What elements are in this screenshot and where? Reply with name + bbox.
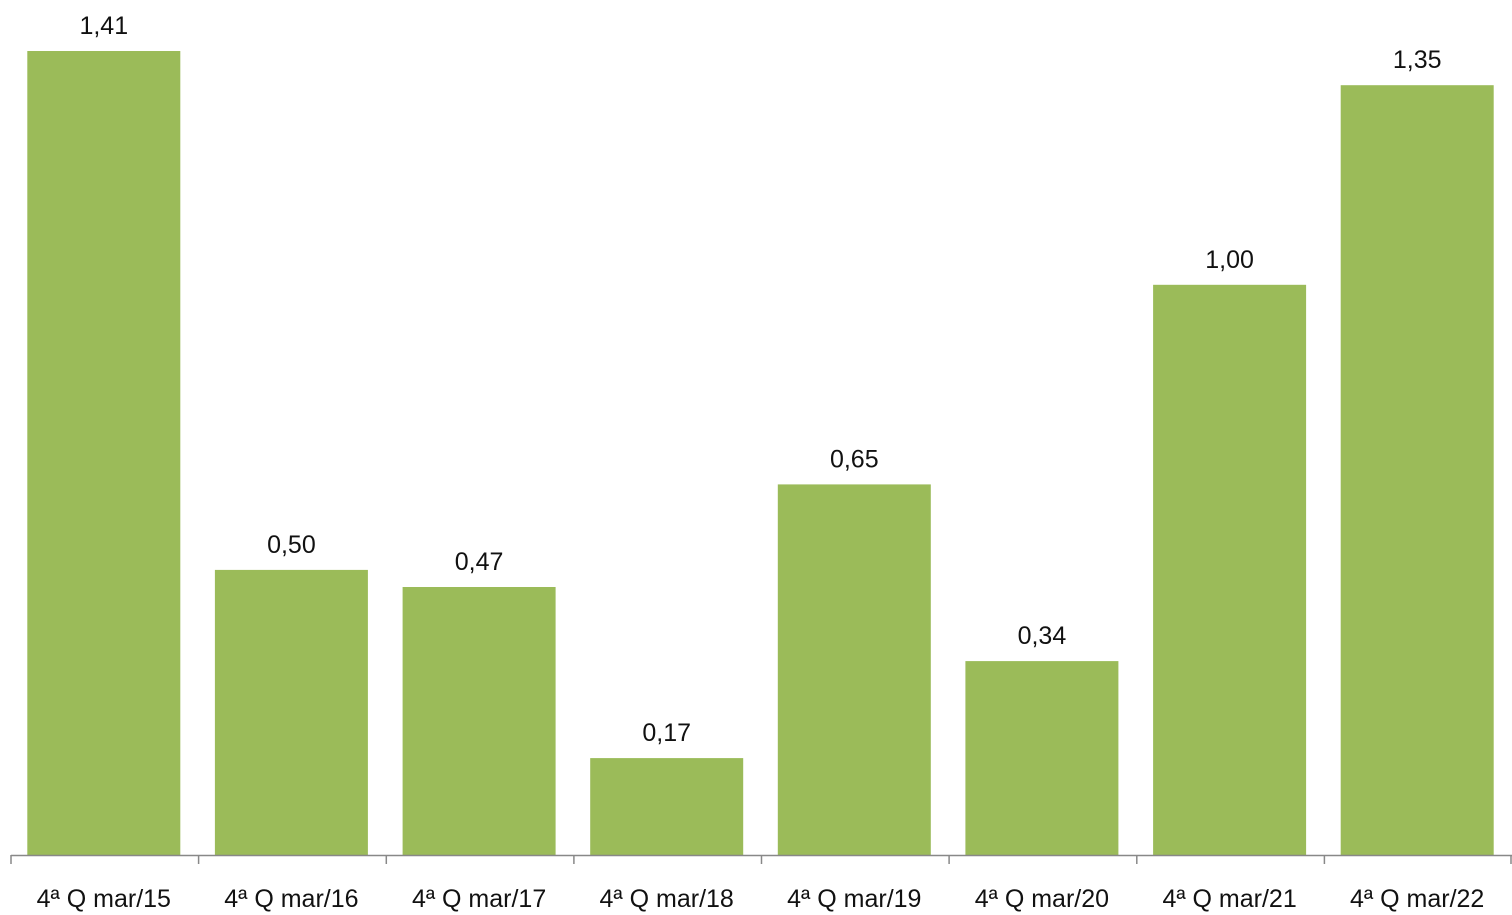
x-tick-label-2: 4ª Q mar/16 bbox=[224, 885, 358, 913]
x-tick-label-4: 4ª Q mar/18 bbox=[600, 885, 734, 913]
data-label-2: 0,50 bbox=[267, 531, 316, 559]
x-axis bbox=[10, 854, 1512, 864]
bar-7 bbox=[1153, 284, 1307, 855]
x-tick-label-8: 4ª Q mar/22 bbox=[1350, 885, 1484, 913]
data-label-8: 1,35 bbox=[1393, 46, 1442, 74]
bar-2 bbox=[214, 569, 368, 855]
data-label-1: 1,41 bbox=[79, 12, 128, 40]
x-tick-label-5: 4ª Q mar/19 bbox=[787, 885, 921, 913]
x-tick-label-7: 4ª Q mar/21 bbox=[1162, 885, 1296, 913]
x-tick-label-3: 4ª Q mar/17 bbox=[412, 885, 546, 913]
bar-8 bbox=[1340, 85, 1494, 855]
bar-4 bbox=[590, 758, 744, 855]
bar-5 bbox=[777, 484, 931, 855]
bar-3 bbox=[402, 587, 556, 855]
bar-6 bbox=[965, 661, 1119, 855]
data-label-3: 0,47 bbox=[455, 548, 504, 576]
data-label-5: 0,65 bbox=[830, 445, 879, 473]
data-label-6: 0,34 bbox=[1018, 622, 1067, 650]
x-tick-label-1: 4ª Q mar/15 bbox=[37, 885, 171, 913]
x-tick-labels-group: 4ª Q mar/15 4ª Q mar/16 4ª Q mar/17 4ª Q ma… bbox=[37, 885, 1485, 913]
bar-1 bbox=[27, 51, 181, 855]
data-label-4: 0,17 bbox=[642, 719, 691, 747]
data-labels-group: 1,41 0,50 0,47 0,17 0,65 0,34 1,00 1,35 bbox=[79, 12, 1441, 747]
x-tick-label-6: 4ª Q mar/20 bbox=[975, 885, 1109, 913]
data-label-7: 1,00 bbox=[1205, 246, 1254, 274]
bars-group bbox=[27, 51, 1494, 855]
